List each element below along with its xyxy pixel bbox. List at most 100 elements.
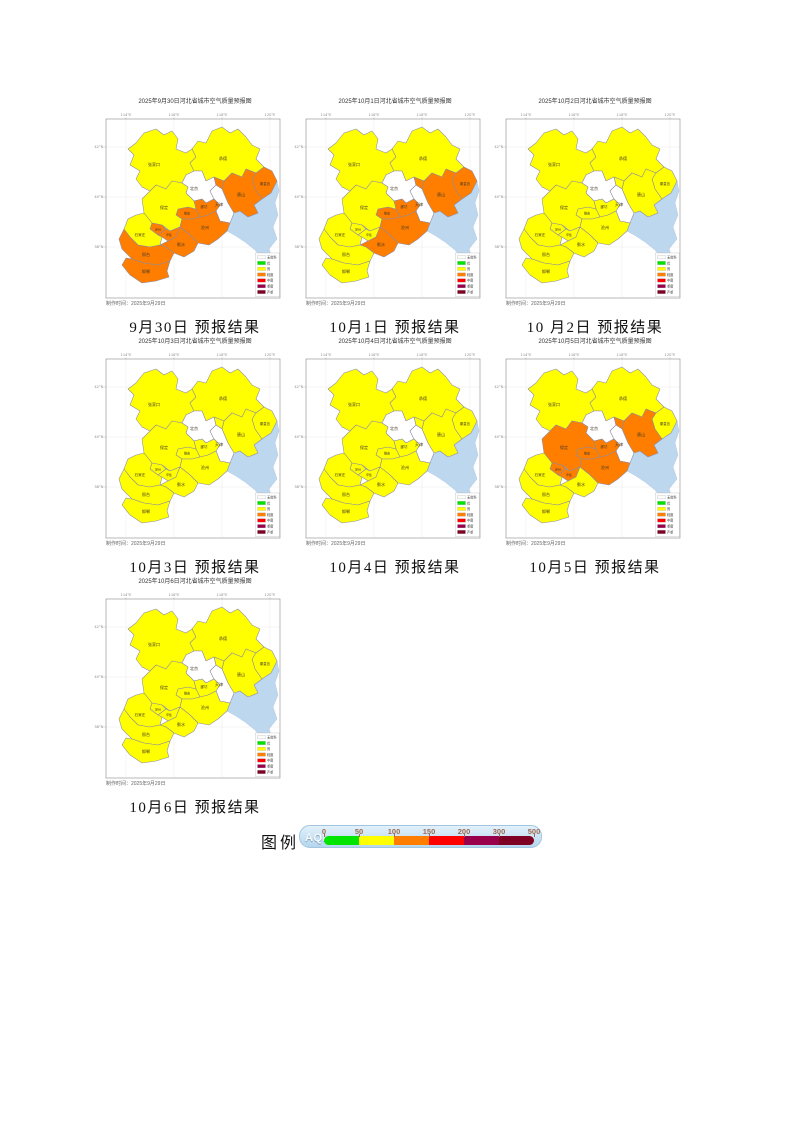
svg-text:116°E: 116°E bbox=[369, 353, 381, 357]
hebei-map-svg: 114°E 116°E 118°E 120°E 42°N 40°N 38°N 张家口 承德秦皇岛… bbox=[294, 113, 481, 299]
svg-text:张家口: 张家口 bbox=[148, 161, 160, 167]
svg-text:辛集: 辛集 bbox=[166, 472, 172, 477]
map-note: 制作时间：2025年9月29日 bbox=[306, 541, 366, 547]
svg-text:廊坊: 廊坊 bbox=[601, 204, 609, 209]
svg-text:良: 良 bbox=[267, 266, 271, 271]
svg-text:优: 优 bbox=[267, 260, 271, 265]
aqi-segment-150-200 bbox=[429, 836, 464, 845]
svg-text:邢台: 邢台 bbox=[542, 251, 550, 257]
svg-text:120°E: 120°E bbox=[665, 353, 677, 357]
svg-text:雄安: 雄安 bbox=[584, 211, 590, 216]
map-note: 制作时间：2025年9月29日 bbox=[106, 301, 166, 307]
svg-text:秦皇岛: 秦皇岛 bbox=[260, 181, 271, 186]
svg-text:邢台: 邢台 bbox=[342, 251, 350, 257]
svg-text:廊坊: 廊坊 bbox=[201, 444, 208, 449]
svg-text:邢台: 邢台 bbox=[142, 251, 150, 257]
svg-text:天津: 天津 bbox=[615, 441, 623, 447]
svg-text:无资料: 无资料 bbox=[467, 255, 477, 260]
svg-text:石家庄: 石家庄 bbox=[135, 712, 146, 717]
forecast-map-panel-4: 2025年10月3日河北省城市空气质量预报图 114°E 116°E 118°E 12… bbox=[92, 339, 284, 577]
svg-text:衡水: 衡水 bbox=[577, 481, 585, 487]
svg-text:良: 良 bbox=[467, 506, 471, 511]
svg-text:中度: 中度 bbox=[467, 278, 474, 283]
svg-text:承德: 承德 bbox=[619, 395, 627, 401]
hebei-aqi-map: 114°E 116°E 118°E 120°E 42°N 40°N 38°N 张家口 承德 秦皇岛… bbox=[92, 111, 284, 301]
svg-text:北京: 北京 bbox=[190, 425, 198, 431]
svg-text:优: 优 bbox=[267, 740, 271, 745]
svg-text:张家口: 张家口 bbox=[348, 401, 360, 407]
svg-text:42°N: 42°N bbox=[294, 145, 303, 149]
hebei-aqi-map: 114°E 116°E 118°E 120°E 42°N 40°N 38°N 张家口 承德 秦皇岛… bbox=[492, 111, 684, 301]
svg-text:天津: 天津 bbox=[215, 441, 223, 447]
hebei-aqi-map: 114°E 116°E 118°E 120°E 42°N 40°N 38°N 张家口 承德 秦皇岛… bbox=[492, 351, 684, 541]
aqi-color-bar bbox=[324, 836, 534, 845]
svg-text:优: 优 bbox=[667, 260, 671, 265]
aqi-segment-300-500 bbox=[499, 836, 534, 845]
aqi-segment-100-150 bbox=[394, 836, 429, 845]
svg-text:40°N: 40°N bbox=[94, 675, 103, 679]
svg-text:邢台: 邢台 bbox=[342, 491, 350, 497]
svg-text:张家口: 张家口 bbox=[548, 401, 560, 407]
legend-title: 图例 bbox=[261, 835, 300, 852]
svg-text:良: 良 bbox=[667, 506, 671, 511]
svg-text:定州: 定州 bbox=[555, 227, 561, 232]
hebei-aqi-map: 114°E 116°E 118°E 120°E 42°N 40°N 38°N 张家口 承德 秦皇岛… bbox=[92, 351, 284, 541]
svg-text:42°N: 42°N bbox=[94, 145, 103, 149]
svg-text:雄安: 雄安 bbox=[184, 451, 190, 456]
svg-text:重度: 重度 bbox=[467, 524, 474, 529]
aqi-tick-mark bbox=[359, 834, 360, 837]
svg-text:秦皇岛: 秦皇岛 bbox=[460, 181, 471, 186]
svg-text:40°N: 40°N bbox=[494, 195, 503, 199]
map-caption: 10 月2日 预报结果 bbox=[526, 320, 664, 336]
svg-text:42°N: 42°N bbox=[94, 385, 103, 389]
svg-text:邯郸: 邯郸 bbox=[342, 508, 350, 514]
svg-text:邢台: 邢台 bbox=[542, 491, 550, 497]
svg-text:良: 良 bbox=[267, 746, 271, 751]
svg-text:保定: 保定 bbox=[160, 684, 168, 690]
svg-text:118°E: 118°E bbox=[217, 593, 229, 597]
svg-text:轻度: 轻度 bbox=[267, 752, 274, 757]
svg-text:120°E: 120°E bbox=[665, 113, 677, 117]
svg-text:中度: 中度 bbox=[267, 278, 274, 283]
svg-text:中度: 中度 bbox=[667, 278, 674, 283]
map-caption: 10月3日 预报结果 bbox=[129, 560, 261, 576]
svg-text:116°E: 116°E bbox=[369, 113, 381, 117]
svg-text:廊坊: 廊坊 bbox=[201, 684, 208, 689]
svg-text:衡水: 衡水 bbox=[577, 241, 585, 247]
svg-text:天津: 天津 bbox=[415, 441, 423, 447]
svg-text:石家庄: 石家庄 bbox=[535, 472, 546, 477]
svg-text:承德: 承德 bbox=[419, 155, 427, 161]
svg-text:沧州: 沧州 bbox=[201, 464, 209, 470]
svg-text:唐山: 唐山 bbox=[637, 191, 645, 197]
svg-text:38°N: 38°N bbox=[494, 245, 503, 249]
svg-text:北京: 北京 bbox=[190, 185, 198, 191]
map-caption: 10月5日 预报结果 bbox=[529, 560, 661, 576]
svg-text:无资料: 无资料 bbox=[267, 495, 277, 500]
svg-text:120°E: 120°E bbox=[465, 113, 477, 117]
svg-text:轻度: 轻度 bbox=[267, 512, 274, 517]
svg-text:雄安: 雄安 bbox=[584, 451, 590, 456]
svg-text:116°E: 116°E bbox=[169, 353, 181, 357]
svg-text:雄安: 雄安 bbox=[384, 451, 390, 456]
svg-text:北京: 北京 bbox=[390, 425, 398, 431]
svg-text:天津: 天津 bbox=[215, 681, 223, 687]
map-title: 2025年10月3日河北省城市空气质量预报图 bbox=[138, 339, 252, 345]
svg-text:40°N: 40°N bbox=[494, 435, 503, 439]
svg-text:轻度: 轻度 bbox=[267, 272, 274, 277]
svg-text:40°N: 40°N bbox=[94, 195, 103, 199]
svg-text:辛集: 辛集 bbox=[166, 712, 172, 717]
svg-text:118°E: 118°E bbox=[617, 113, 629, 117]
aqi-tick-mark bbox=[324, 834, 325, 837]
svg-text:定州: 定州 bbox=[155, 227, 161, 232]
map-note: 制作时间：2025年9月29日 bbox=[106, 781, 166, 787]
aqi-tick-mark bbox=[429, 834, 430, 837]
svg-text:张家口: 张家口 bbox=[548, 161, 560, 167]
aqi-segment-50-100 bbox=[359, 836, 394, 845]
svg-text:雄安: 雄安 bbox=[184, 691, 190, 696]
svg-text:保定: 保定 bbox=[560, 444, 568, 450]
map-title: 2025年9月30日河北省城市空气质量预报图 bbox=[138, 99, 252, 105]
svg-text:40°N: 40°N bbox=[294, 195, 303, 199]
svg-text:沧州: 沧州 bbox=[401, 224, 409, 230]
svg-text:承德: 承德 bbox=[219, 155, 227, 161]
